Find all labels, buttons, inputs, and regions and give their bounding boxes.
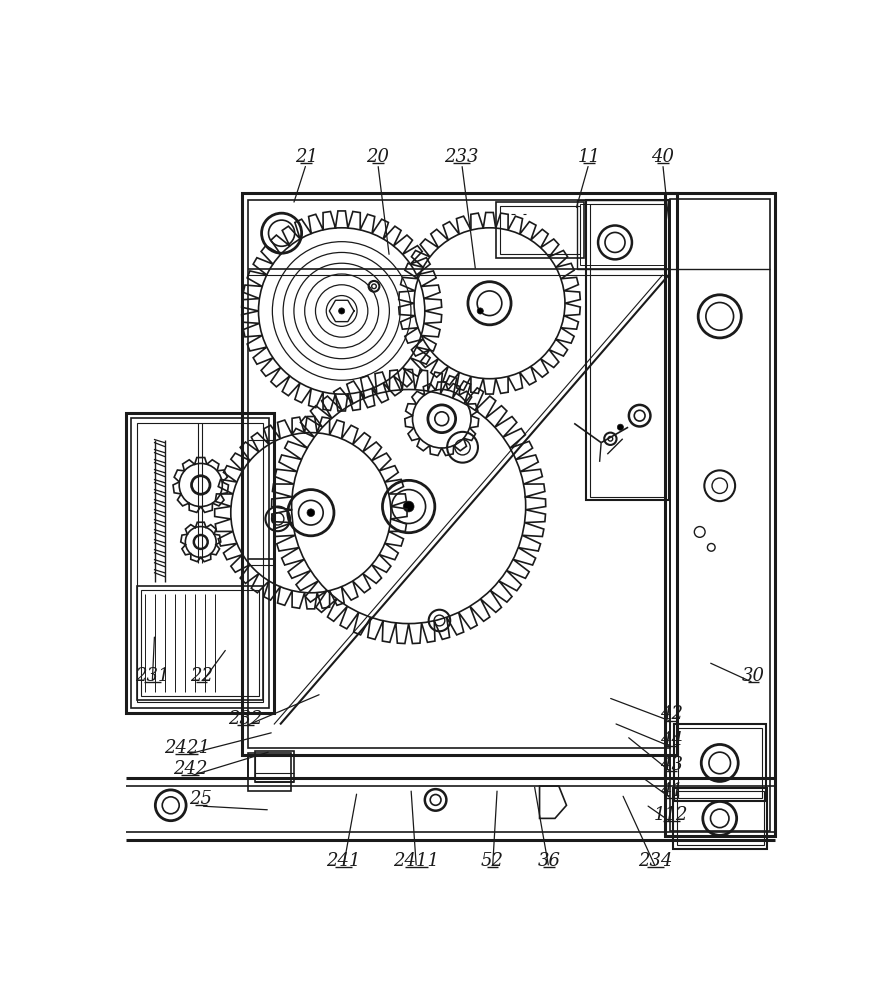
Bar xyxy=(131,418,268,708)
Bar xyxy=(665,193,775,836)
Bar xyxy=(248,200,670,748)
Text: 20: 20 xyxy=(366,148,389,166)
Text: 11: 11 xyxy=(577,148,600,166)
Text: 25: 25 xyxy=(189,790,212,808)
Text: 231: 231 xyxy=(135,667,170,685)
Bar xyxy=(671,199,770,831)
Bar xyxy=(673,788,767,849)
Bar xyxy=(495,202,584,258)
Circle shape xyxy=(339,308,345,314)
Text: 233: 233 xyxy=(444,148,479,166)
Bar xyxy=(255,751,294,782)
Text: 52: 52 xyxy=(481,852,504,870)
Text: 241: 241 xyxy=(326,852,361,870)
Text: 30: 30 xyxy=(742,667,765,685)
Bar xyxy=(248,753,291,791)
Bar xyxy=(586,200,669,500)
Bar xyxy=(674,724,766,801)
Bar xyxy=(678,728,762,798)
Bar xyxy=(500,206,581,254)
Text: 234: 234 xyxy=(639,852,673,870)
Text: 112: 112 xyxy=(654,806,688,824)
Bar xyxy=(242,193,677,755)
Text: 40: 40 xyxy=(651,148,674,166)
Bar xyxy=(126,413,274,713)
Bar xyxy=(677,791,764,845)
Text: 242: 242 xyxy=(172,760,207,778)
Text: 44: 44 xyxy=(660,731,683,749)
Bar xyxy=(590,204,665,497)
Bar xyxy=(137,423,263,702)
Text: 43: 43 xyxy=(660,756,683,774)
Text: 41: 41 xyxy=(660,782,683,800)
Circle shape xyxy=(403,501,414,512)
Text: 22: 22 xyxy=(190,667,213,685)
Bar xyxy=(576,200,669,269)
Text: 2421: 2421 xyxy=(164,739,210,757)
Circle shape xyxy=(477,308,483,314)
Text: 36: 36 xyxy=(538,852,561,870)
Text: 21: 21 xyxy=(295,148,318,166)
Bar xyxy=(141,590,260,696)
Circle shape xyxy=(307,509,315,517)
Text: 42: 42 xyxy=(660,705,683,723)
Text: 2411: 2411 xyxy=(393,852,439,870)
Circle shape xyxy=(618,424,624,430)
Text: 232: 232 xyxy=(228,710,262,728)
Bar xyxy=(581,204,665,265)
Bar xyxy=(137,586,263,700)
